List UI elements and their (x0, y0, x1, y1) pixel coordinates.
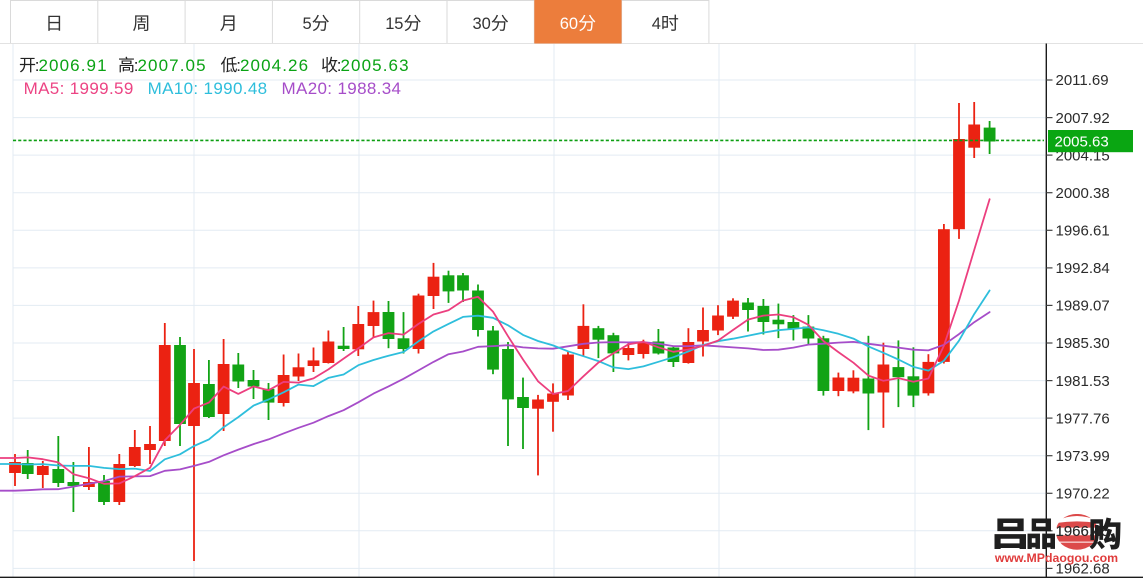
svg-text:1970.22: 1970.22 (1056, 486, 1110, 503)
svg-text:1: 1 (385, 15, 394, 33)
svg-text:1962.68: 1962.68 (1056, 561, 1110, 578)
svg-text:1989.07: 1989.07 (1056, 298, 1110, 315)
svg-text:2007.05: 2007.05 (138, 56, 207, 75)
svg-text:2006.91: 2006.91 (39, 56, 108, 75)
svg-text::: : (134, 56, 139, 75)
svg-text:1992.84: 1992.84 (1056, 260, 1110, 277)
svg-text:1985.30: 1985.30 (1056, 335, 1110, 352)
svg-text:3: 3 (473, 15, 482, 33)
svg-text:MA5: 1999.59: MA5: 1999.59 (24, 79, 134, 98)
svg-text:1973.99: 1973.99 (1056, 448, 1110, 465)
svg-text:MA10: 1990.48: MA10: 1990.48 (148, 79, 268, 98)
svg-text:1977.76: 1977.76 (1056, 410, 1110, 427)
svg-text:www.MPdaogou.com: www.MPdaogou.com (994, 551, 1118, 565)
svg-text:2005.63: 2005.63 (341, 56, 410, 75)
svg-text:5: 5 (303, 15, 312, 33)
svg-text:MA20: 1988.34: MA20: 1988.34 (282, 79, 402, 98)
svg-text:0: 0 (569, 15, 578, 33)
svg-text:2011.69: 2011.69 (1056, 72, 1109, 89)
svg-text:4: 4 (652, 15, 661, 33)
svg-text:2007.92: 2007.92 (1056, 110, 1110, 127)
svg-text:2004.26: 2004.26 (240, 56, 309, 75)
svg-text::: : (35, 56, 40, 75)
svg-text:6: 6 (560, 15, 569, 33)
svg-text:1996.61: 1996.61 (1056, 223, 1110, 240)
svg-text:5: 5 (394, 15, 403, 33)
svg-text:1981.53: 1981.53 (1056, 373, 1110, 390)
svg-text:0: 0 (482, 15, 491, 33)
svg-text:2000.38: 2000.38 (1056, 185, 1110, 202)
svg-text::: : (236, 56, 241, 75)
svg-text:2005.63: 2005.63 (1055, 134, 1109, 151)
svg-text::: : (337, 56, 342, 75)
